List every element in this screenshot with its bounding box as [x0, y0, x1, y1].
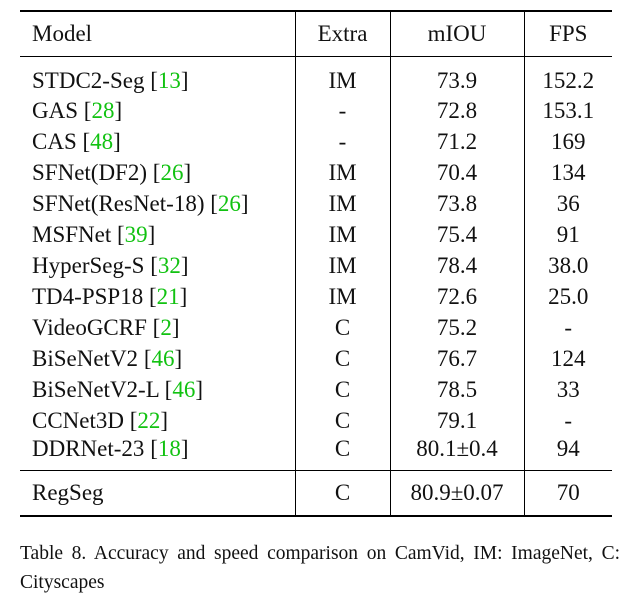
miou-cell: 76.7 — [389, 343, 524, 374]
miou-cell: 73.8 — [389, 188, 524, 219]
miou-cell: 80.9±0.07 — [389, 470, 524, 517]
fps-cell: 169 — [523, 126, 612, 157]
header-miou: mIOU — [389, 10, 524, 57]
citation-link[interactable]: 28 — [91, 97, 115, 123]
extra-cell: IM — [294, 250, 390, 281]
citation-link[interactable]: 46 — [151, 345, 175, 371]
model-cell: SFNet(ResNet-18) [26] — [32, 190, 249, 216]
extra-cell: IM — [294, 56, 390, 95]
fps-cell: 124 — [523, 343, 612, 374]
table-header-row: Model Extra mIOU FPS — [20, 10, 612, 57]
extra-cell: C — [294, 374, 390, 405]
miou-cell: 79.1 — [389, 405, 524, 436]
citation-link[interactable]: 18 — [157, 436, 181, 461]
fps-cell: 94 — [523, 436, 612, 471]
table-row: GAS [28] - 72.8 153.1 — [20, 95, 612, 126]
citation-link[interactable]: 48 — [90, 128, 114, 154]
fps-cell: - — [523, 405, 612, 436]
citation-link[interactable]: 26 — [160, 159, 184, 185]
miou-cell: 75.2 — [389, 312, 524, 343]
table-row: BiSeNetV2-L [46] C 78.5 33 — [20, 374, 612, 405]
header-model: Model — [20, 10, 295, 57]
miou-cell: 78.5 — [389, 374, 524, 405]
model-cell: MSFNet [39] — [32, 221, 156, 247]
extra-cell: C — [294, 470, 390, 517]
citation-link[interactable]: 46 — [172, 376, 196, 402]
table-row: TD4-PSP18 [21] IM 72.6 25.0 — [20, 281, 612, 312]
citation-link[interactable]: 21 — [156, 283, 180, 309]
extra-cell: - — [294, 126, 390, 157]
miou-cell: 72.8 — [389, 95, 524, 126]
results-table: Model Extra mIOU FPS STDC2-Seg [13] IM 7… — [20, 10, 612, 517]
miou-cell: 78.4 — [389, 250, 524, 281]
table-caption: Table 8. Accuracy and speed comparison o… — [20, 543, 620, 593]
extra-cell: C — [294, 405, 390, 436]
miou-cell: 71.2 — [389, 126, 524, 157]
model-cell: HyperSeg-S [32] — [32, 252, 189, 278]
fps-cell: - — [523, 312, 612, 343]
fps-cell: 153.1 — [523, 95, 612, 126]
table-row: MSFNet [39] IM 75.4 91 — [20, 219, 612, 250]
fps-cell: 152.2 — [523, 56, 612, 95]
table-row: CCNet3D [22] C 79.1 - — [20, 405, 612, 436]
citation-link[interactable]: 2 — [160, 314, 172, 340]
table-row: VideoGCRF [2] C 75.2 - — [20, 312, 612, 343]
extra-cell: IM — [294, 281, 390, 312]
model-cell: TD4-PSP18 [21] — [32, 283, 188, 309]
miou-cell: 72.6 — [389, 281, 524, 312]
model-cell: CCNet3D [22] — [32, 407, 169, 433]
extra-cell: C — [294, 312, 390, 343]
model-cell: RegSeg — [20, 470, 295, 517]
table-row: SFNet(DF2) [26] IM 70.4 134 — [20, 157, 612, 188]
fps-cell: 25.0 — [523, 281, 612, 312]
our-method-body: RegSeg C 80.9±0.07 70 — [20, 470, 612, 517]
extra-cell: C — [294, 343, 390, 374]
fps-cell: 38.0 — [523, 250, 612, 281]
model-cell: CAS [48] — [32, 128, 121, 154]
fps-cell: 70 — [523, 470, 612, 517]
miou-cell: 73.9 — [389, 56, 524, 95]
citation-link[interactable]: 32 — [157, 252, 181, 278]
citation-link[interactable]: 26 — [217, 190, 241, 216]
miou-cell: 70.4 — [389, 157, 524, 188]
fps-cell: 91 — [523, 219, 612, 250]
citation-link[interactable]: 39 — [124, 221, 148, 247]
extra-cell: IM — [294, 188, 390, 219]
model-cell: BiSeNetV2 [46] — [32, 345, 183, 371]
model-cell: GAS [28] — [32, 97, 123, 123]
model-cell: SFNet(DF2) [26] — [32, 159, 192, 185]
extra-cell: IM — [294, 157, 390, 188]
citation-link[interactable]: 22 — [137, 407, 161, 433]
extra-cell: C — [294, 436, 390, 471]
extra-cell: - — [294, 95, 390, 126]
fps-cell: 134 — [523, 157, 612, 188]
miou-cell: 80.1±0.4 — [389, 436, 524, 471]
model-cell: DDRNet-23 [18] — [32, 436, 189, 461]
model-cell: BiSeNetV2-L [46] — [32, 376, 203, 402]
table-row: CAS [48] - 71.2 169 — [20, 126, 612, 157]
model-cell: VideoGCRF [2] — [32, 314, 180, 340]
table-row: SFNet(ResNet-18) [26] IM 73.8 36 — [20, 188, 612, 219]
table-row: BiSeNetV2 [46] C 76.7 124 — [20, 343, 612, 374]
table-body: STDC2-Seg [13] IM 73.9 152.2 GAS [28] - … — [20, 56, 612, 471]
header-extra: Extra — [294, 10, 390, 57]
table-row-ours: RegSeg C 80.9±0.07 70 — [20, 470, 612, 517]
fps-cell: 33 — [523, 374, 612, 405]
model-cell: STDC2-Seg [13] — [32, 68, 189, 93]
extra-cell: IM — [294, 219, 390, 250]
fps-cell: 36 — [523, 188, 612, 219]
citation-link[interactable]: 13 — [157, 68, 181, 93]
table-row: HyperSeg-S [32] IM 78.4 38.0 — [20, 250, 612, 281]
table-row: STDC2-Seg [13] IM 73.9 152.2 — [20, 56, 612, 95]
results-table-container: Model Extra mIOU FPS STDC2-Seg [13] IM 7… — [20, 10, 612, 517]
table-row: DDRNet-23 [18] C 80.1±0.4 94 — [20, 436, 612, 471]
header-fps: FPS — [523, 10, 612, 57]
miou-cell: 75.4 — [389, 219, 524, 250]
